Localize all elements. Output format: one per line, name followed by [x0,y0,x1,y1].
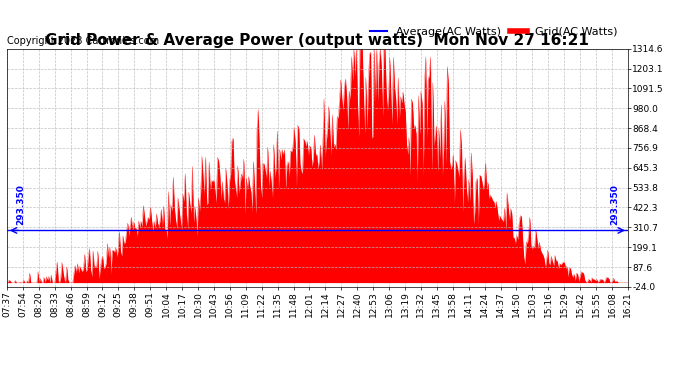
Title: Grid Power & Average Power (output watts)  Mon Nov 27 16:21: Grid Power & Average Power (output watts… [46,33,589,48]
Text: Copyright 2023 Cartronics.com: Copyright 2023 Cartronics.com [7,36,159,46]
Text: 293.350: 293.350 [17,184,26,225]
Text: 293.350: 293.350 [611,184,620,225]
Legend: Average(AC Watts), Grid(AC Watts): Average(AC Watts), Grid(AC Watts) [366,22,622,41]
